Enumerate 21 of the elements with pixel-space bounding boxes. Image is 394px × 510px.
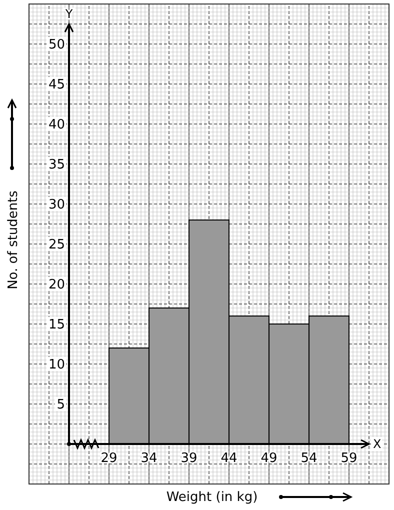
y-tick-label: 45: [48, 78, 65, 93]
text: Y: [64, 7, 74, 21]
x-tick-label: 34: [140, 451, 158, 466]
y-tick-label: 50: [48, 38, 65, 53]
x-tick-label: 44: [220, 451, 238, 466]
x-axis-title: Weight (in kg): [166, 490, 258, 505]
y-tick-label: 15: [48, 318, 65, 333]
y-tick-label: 10: [48, 358, 65, 373]
y-tick-label: 5: [56, 398, 65, 413]
x-tick-label: 59: [340, 451, 358, 466]
y-axis-title: No. of students: [6, 190, 21, 290]
text: X: [373, 437, 382, 452]
y-tick-label: 20: [48, 278, 65, 293]
x-tick-label: 54: [300, 451, 318, 466]
x-tick-label: 49: [260, 451, 278, 466]
y-tick-label: 30: [48, 198, 65, 213]
x-tick-label: 29: [100, 451, 118, 466]
y-tick-label: 40: [48, 118, 65, 133]
x-tick-label: 39: [180, 451, 198, 466]
y-tick-label: 25: [48, 238, 65, 253]
y-tick-label: 35: [48, 158, 65, 173]
